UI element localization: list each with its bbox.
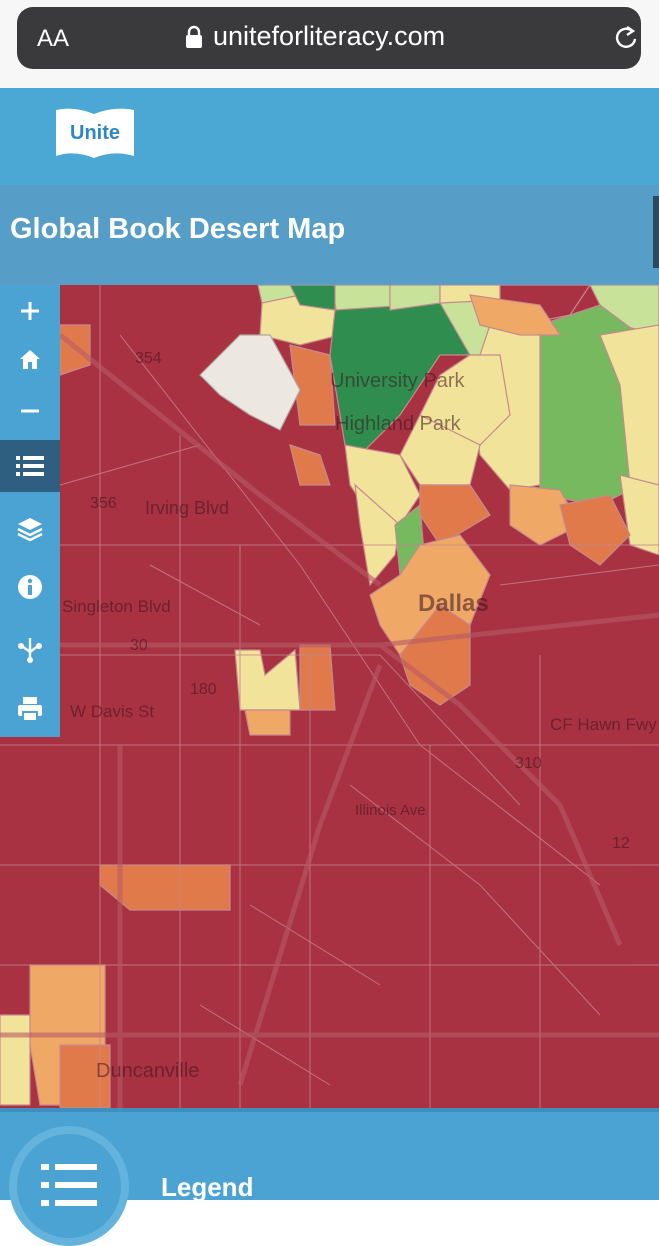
highway-shield: 356 [90, 495, 117, 512]
minus-icon [21, 409, 39, 413]
map-region[interactable] [399, 604, 471, 706]
text-size-button[interactable]: AA [37, 25, 70, 52]
home-icon [20, 350, 40, 369]
url-text[interactable]: uniteforliteracy.com [213, 21, 446, 51]
highway-shield: 12 [612, 835, 630, 852]
browser-chrome: AA uniteforliteracy.com [0, 0, 659, 88]
app-header: Unite [0, 88, 659, 185]
list-button[interactable] [0, 440, 60, 492]
map-region-no-data[interactable] [199, 334, 301, 431]
list-icon [41, 1164, 97, 1206]
map-title-bar: Global Book Desert Map [0, 185, 659, 285]
list-icon [16, 456, 44, 476]
home-button[interactable] [0, 333, 60, 385]
book-logo-icon [56, 108, 134, 158]
map-region[interactable] [0, 1014, 31, 1106]
place-label: Highland Park [335, 413, 461, 435]
lock-icon [186, 25, 202, 48]
map-region[interactable] [244, 709, 291, 736]
share-button[interactable] [0, 624, 60, 676]
reload-icon[interactable] [613, 24, 641, 52]
info-icon [18, 575, 42, 599]
map-region[interactable] [419, 484, 491, 546]
map-region[interactable] [289, 344, 336, 426]
share-icon [18, 638, 42, 663]
place-label: University Park [330, 370, 465, 392]
map-region[interactable] [59, 1044, 111, 1108]
unite-logo[interactable]: Unite [54, 106, 136, 160]
map-region[interactable] [509, 484, 581, 546]
print-button[interactable] [0, 683, 60, 735]
zoom-out-button[interactable] [0, 385, 60, 437]
place-label: Dallas [418, 590, 489, 617]
print-icon [18, 697, 42, 722]
layers-icon [17, 518, 43, 542]
highway-shield: 310 [515, 755, 542, 772]
plus-icon [21, 302, 39, 320]
highway-shield: 180 [190, 681, 217, 698]
map-canvas[interactable]: University Park Highland Park Dallas Dun… [0, 185, 659, 1108]
legend-bar[interactable]: Legend [0, 1108, 659, 1246]
street-label: Illinois Ave [355, 802, 426, 819]
legend-toggle-button[interactable] [9, 1126, 129, 1246]
zoom-in-button[interactable] [0, 285, 60, 337]
choropleth-map[interactable] [0, 185, 659, 1108]
map-region[interactable] [559, 494, 631, 566]
map-toolbar [0, 285, 60, 737]
street-label: CF Hawn Fwy [550, 715, 657, 734]
map-title: Global Book Desert Map [10, 213, 346, 245]
street-label: W Davis St [70, 702, 155, 721]
place-label: Duncanville [96, 1060, 200, 1082]
street-label: Irving Blvd [145, 498, 230, 518]
street-label: Singleton Blvd [62, 597, 171, 616]
logo-text: Unite [70, 121, 120, 144]
map-region[interactable] [354, 483, 401, 587]
info-button[interactable] [0, 561, 60, 613]
highway-shield: 30 [130, 637, 148, 654]
legend-label[interactable]: Legend [161, 1172, 254, 1202]
layers-button[interactable] [0, 503, 60, 555]
map-region[interactable] [289, 444, 331, 486]
map-region[interactable] [469, 294, 562, 336]
highway-shield: 354 [135, 350, 162, 367]
side-panel-handle[interactable] [653, 196, 659, 268]
address-bar[interactable]: AA uniteforliteracy.com [17, 7, 641, 69]
